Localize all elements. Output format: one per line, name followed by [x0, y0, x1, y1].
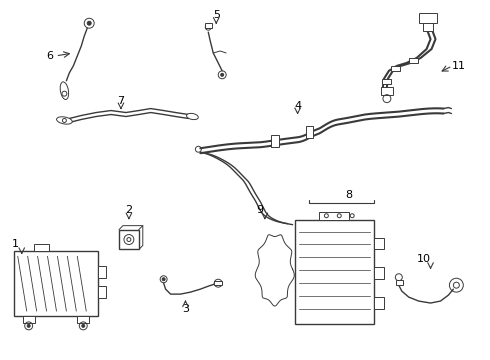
Bar: [98, 286, 106, 298]
Text: 6: 6: [46, 51, 53, 61]
Bar: [98, 266, 106, 278]
Bar: [214, 281, 222, 285]
Bar: [34, 243, 49, 251]
Bar: [409, 58, 417, 63]
Bar: [396, 280, 403, 285]
Bar: [418, 13, 437, 23]
Text: 9: 9: [256, 205, 264, 215]
Bar: [319, 212, 349, 220]
Bar: [23, 316, 35, 323]
Circle shape: [82, 324, 85, 327]
Bar: [391, 66, 400, 71]
Ellipse shape: [187, 113, 198, 120]
Text: 8: 8: [345, 190, 353, 200]
Bar: [306, 126, 314, 138]
Circle shape: [220, 73, 223, 76]
Bar: [271, 135, 279, 147]
Circle shape: [87, 21, 91, 25]
Ellipse shape: [56, 117, 72, 124]
Bar: [205, 23, 212, 28]
Text: 10: 10: [416, 255, 431, 264]
Circle shape: [162, 278, 165, 281]
Text: 5: 5: [213, 10, 220, 20]
Circle shape: [27, 324, 30, 327]
Text: 11: 11: [451, 61, 466, 71]
Bar: [382, 79, 391, 84]
Text: 3: 3: [182, 304, 189, 314]
Bar: [374, 238, 384, 249]
Bar: [374, 267, 384, 279]
Bar: [77, 316, 89, 323]
Bar: [294, 220, 374, 324]
Bar: [422, 23, 433, 31]
Text: 1: 1: [12, 239, 19, 249]
Text: 7: 7: [118, 96, 124, 105]
Bar: [381, 87, 393, 95]
Text: 4: 4: [294, 100, 301, 111]
Bar: [14, 251, 98, 316]
Text: 2: 2: [125, 205, 132, 215]
Bar: [374, 297, 384, 309]
Bar: [119, 230, 139, 249]
Ellipse shape: [60, 82, 69, 99]
